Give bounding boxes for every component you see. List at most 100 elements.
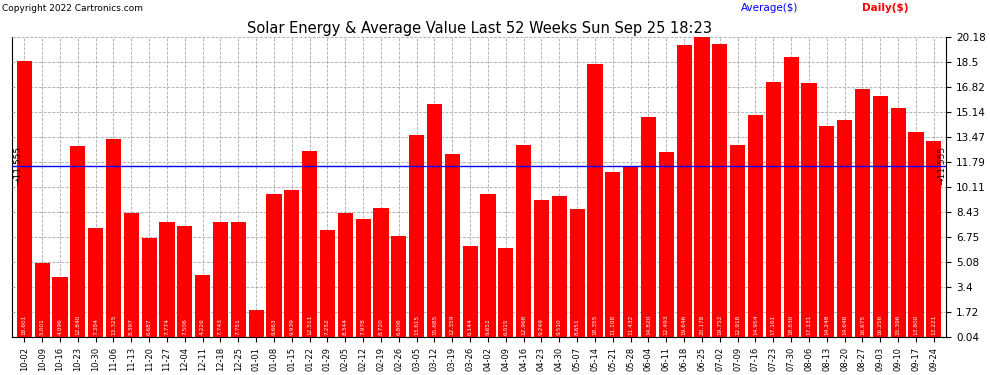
Text: 18.355: 18.355 [592,315,597,335]
Bar [516,144,532,338]
Text: Average($): Average($) [741,3,798,13]
Text: 12.968: 12.968 [521,315,526,335]
Text: Daily($): Daily($) [862,3,909,13]
Text: 15.396: 15.396 [896,315,901,335]
Bar [587,64,603,338]
Text: 7.384: 7.384 [93,318,98,335]
Text: 12.918: 12.918 [736,315,741,335]
Text: →11.555: →11.555 [14,146,23,185]
Bar [320,230,335,338]
Text: 19.646: 19.646 [681,315,687,335]
Bar [641,117,656,338]
Text: 12.511: 12.511 [307,315,312,335]
Bar [17,61,32,338]
Text: 14.954: 14.954 [753,315,758,335]
Text: 7.743: 7.743 [218,318,223,335]
Text: 7.252: 7.252 [325,318,330,335]
Text: 6.806: 6.806 [396,319,401,335]
Bar [551,196,567,338]
Bar [391,236,406,338]
Bar [712,44,728,338]
Bar [409,135,424,338]
Bar [837,120,852,338]
Text: 5.001: 5.001 [40,318,45,335]
Text: 15.685: 15.685 [432,315,437,335]
Bar [231,222,246,338]
Text: 18.830: 18.830 [789,315,794,335]
Bar [534,200,549,338]
Bar [142,238,156,338]
Bar [462,246,478,338]
Bar [159,222,174,338]
Bar [248,310,263,338]
Bar [284,190,299,338]
Bar [623,167,639,338]
Bar [177,226,192,338]
Bar [927,141,941,338]
Bar [819,126,835,338]
Text: 12.493: 12.493 [663,315,669,335]
Bar [35,263,50,338]
Text: →11.555: →11.555 [938,146,946,185]
Bar [569,209,585,338]
Text: 17.131: 17.131 [807,315,812,335]
Text: 12.359: 12.359 [449,315,454,335]
Bar [213,222,228,338]
Bar [338,213,352,338]
Text: 6.687: 6.687 [147,319,151,335]
Bar [694,37,710,338]
Text: 9.510: 9.510 [556,318,561,335]
Bar [498,248,514,338]
Text: 6.015: 6.015 [503,319,508,335]
Text: 8.720: 8.720 [378,318,383,335]
Bar [765,82,781,338]
Bar [302,152,317,338]
Bar [106,139,121,338]
Text: 14.648: 14.648 [842,315,847,335]
Bar [872,96,888,338]
Text: 9.663: 9.663 [271,319,276,335]
Bar [801,82,817,338]
Bar [195,274,210,338]
Text: 13.800: 13.800 [914,315,919,335]
Text: 14.248: 14.248 [825,315,830,335]
Text: 16.675: 16.675 [860,315,865,335]
Bar [854,89,870,338]
Bar [480,194,496,338]
Text: 7.751: 7.751 [236,318,241,335]
Text: 12.840: 12.840 [75,315,80,335]
Text: 13.615: 13.615 [414,315,419,335]
Text: 7.978: 7.978 [360,318,365,335]
Bar [891,108,906,338]
Bar [52,276,67,338]
Bar [747,115,763,338]
Bar [70,147,85,338]
Bar [676,45,692,338]
Text: 16.256: 16.256 [878,315,883,335]
Bar [730,145,745,338]
Text: 20.178: 20.178 [700,315,705,335]
Text: 6.144: 6.144 [467,319,472,335]
Bar [445,154,460,338]
Text: 18.601: 18.601 [22,315,27,335]
Text: 13.325: 13.325 [111,315,116,335]
Text: 7.774: 7.774 [164,318,169,335]
Text: 9.652: 9.652 [485,318,490,335]
Bar [373,208,388,338]
Text: 9.249: 9.249 [539,318,544,335]
Bar [658,152,674,338]
Text: 8.397: 8.397 [129,318,134,335]
Text: 17.161: 17.161 [771,315,776,335]
Bar [909,132,924,338]
Bar [355,219,370,338]
Bar [124,213,139,338]
Text: 14.820: 14.820 [645,315,651,335]
Text: Copyright 2022 Cartronics.com: Copyright 2022 Cartronics.com [3,4,144,13]
Text: 4.226: 4.226 [200,318,205,335]
Bar [88,228,103,338]
Text: 8.651: 8.651 [574,319,579,335]
Title: Solar Energy & Average Value Last 52 Weeks Sun Sep 25 18:23: Solar Energy & Average Value Last 52 Wee… [247,21,712,36]
Bar [783,57,799,338]
Bar [266,194,281,338]
Text: 13.221: 13.221 [932,315,937,335]
